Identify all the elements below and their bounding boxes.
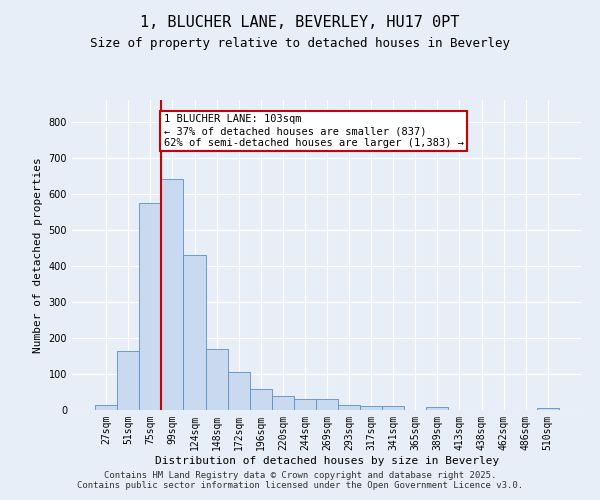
- Bar: [139, 202, 161, 410]
- Bar: [382, 406, 404, 410]
- Text: Contains HM Land Registry data © Crown copyright and database right 2025.
Contai: Contains HM Land Registry data © Crown c…: [77, 470, 523, 490]
- Bar: [272, 396, 294, 410]
- Text: 1, BLUCHER LANE, BEVERLEY, HU17 0PT: 1, BLUCHER LANE, BEVERLEY, HU17 0PT: [140, 15, 460, 30]
- Y-axis label: Number of detached properties: Number of detached properties: [33, 157, 43, 353]
- Bar: [161, 180, 184, 410]
- Bar: [360, 406, 382, 410]
- Bar: [427, 407, 448, 410]
- Bar: [206, 348, 227, 410]
- Bar: [294, 399, 316, 410]
- Bar: [250, 390, 272, 410]
- Bar: [537, 408, 559, 410]
- Text: 1 BLUCHER LANE: 103sqm
← 37% of detached houses are smaller (837)
62% of semi-de: 1 BLUCHER LANE: 103sqm ← 37% of detached…: [164, 114, 464, 148]
- Bar: [227, 372, 250, 410]
- X-axis label: Distribution of detached houses by size in Beverley: Distribution of detached houses by size …: [155, 456, 499, 466]
- Bar: [117, 350, 139, 410]
- Bar: [95, 404, 117, 410]
- Bar: [184, 255, 206, 410]
- Text: Size of property relative to detached houses in Beverley: Size of property relative to detached ho…: [90, 38, 510, 51]
- Bar: [338, 404, 360, 410]
- Bar: [316, 399, 338, 410]
